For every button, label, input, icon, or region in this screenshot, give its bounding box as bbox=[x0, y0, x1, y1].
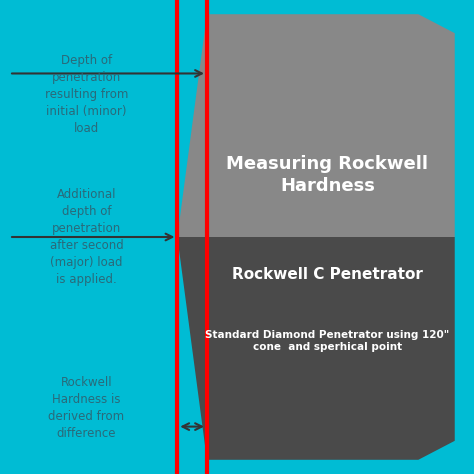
Text: Additional
depth of
penetration
after second
(major) load
is applied.: Additional depth of penetration after se… bbox=[49, 188, 123, 286]
Polygon shape bbox=[177, 237, 455, 460]
Text: Rockwell C Penetrator: Rockwell C Penetrator bbox=[232, 267, 423, 283]
Text: Rockwell
Hardness is
derived from
difference: Rockwell Hardness is derived from differ… bbox=[48, 375, 125, 440]
Text: Standard Diamond Penetrator using 120"
cone  and sperhical point: Standard Diamond Penetrator using 120" c… bbox=[205, 330, 449, 353]
Text: Measuring Rockwell
Hardness: Measuring Rockwell Hardness bbox=[227, 155, 428, 195]
Text: Depth of
penetration
resulting from
initial (minor)
load: Depth of penetration resulting from init… bbox=[45, 55, 128, 135]
Polygon shape bbox=[177, 14, 455, 237]
